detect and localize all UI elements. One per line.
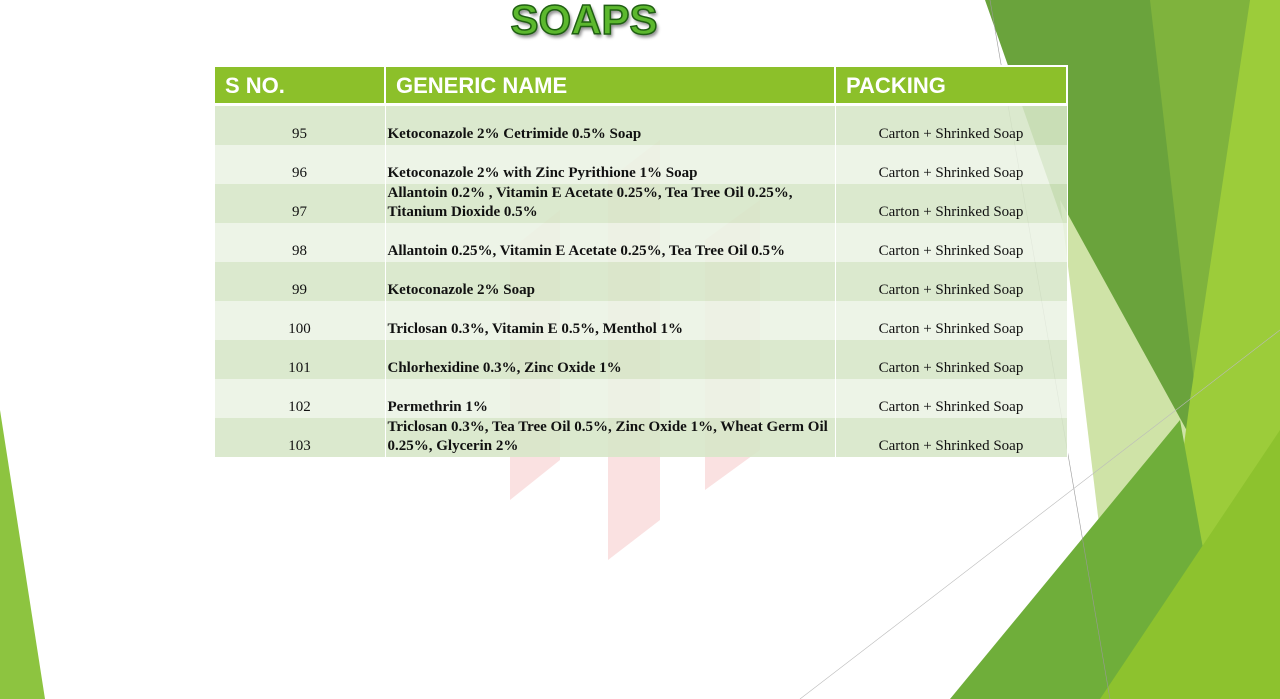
- generic-name: Ketoconazole 2% Soap: [384, 262, 836, 301]
- packing: Carton + Shrinked Soap: [834, 301, 1068, 340]
- packing: Carton + Shrinked Soap: [834, 145, 1068, 184]
- serial-number: 103: [213, 418, 386, 457]
- column-header: GENERIC NAME: [384, 65, 836, 106]
- serial-number: 95: [213, 104, 386, 145]
- table: S NO. GENERIC NAME PACKING 95 Ketoconazol…: [213, 65, 1068, 457]
- packing: Carton + Shrinked Soap: [834, 262, 1068, 301]
- serial-number: 101: [213, 340, 386, 379]
- line: [799, 329, 1280, 699]
- packing: Carton + Shrinked Soap: [834, 223, 1068, 262]
- shape: [0, 410, 45, 699]
- packing: Carton + Shrinked Soap: [834, 379, 1068, 418]
- table-row: 96 Ketoconazole 2% with Zinc Pyrithione 1…: [213, 145, 1068, 184]
- table-row: 103 Triclosan 0.3%, Tea Tree Oil 0.5%, Zi…: [213, 418, 1068, 457]
- table-row: 95 Ketoconazole 2% Cetrimide 0.5% Soap Car…: [213, 104, 1068, 145]
- generic-name: Chlorhexidine 0.3%, Zinc Oxide 1%: [384, 340, 836, 379]
- shape: [1150, 0, 1250, 520]
- table-row: 102 Permethrin 1% Carton + Shrinked Soap: [213, 379, 1068, 418]
- serial-number: 97: [213, 184, 386, 223]
- generic-name: Allantoin 0.25%, Vitamin E Acetate 0.25%…: [384, 223, 836, 262]
- table-row: 100 Triclosan 0.3%, Vitamin E 0.5%, Menth…: [213, 301, 1068, 340]
- column-header: S NO.: [213, 65, 386, 106]
- shape: [1100, 430, 1280, 699]
- packing: Carton + Shrinked Soap: [834, 104, 1068, 145]
- packing: Carton + Shrinked Soap: [834, 184, 1068, 223]
- table-body: 95 Ketoconazole 2% Cetrimide 0.5% Soap Car…: [213, 104, 1068, 457]
- generic-name: Ketoconazole 2% with Zinc Pyrithione 1% …: [384, 145, 836, 184]
- title: SOAPS: [510, 0, 659, 44]
- table-row: 98 Allantoin 0.25%, Vitamin E Acetate 0.2…: [213, 223, 1068, 262]
- serial-number: 102: [213, 379, 386, 418]
- serial-number: 98: [213, 223, 386, 262]
- table-row: 97 Allantoin 0.2% , Vitamin E Acetate 0.2…: [213, 184, 1068, 223]
- packing: Carton + Shrinked Soap: [834, 340, 1068, 379]
- generic-name: Allantoin 0.2% , Vitamin E Acetate 0.25%…: [384, 184, 836, 223]
- column-header: PACKING: [834, 65, 1068, 106]
- generic-name: Triclosan 0.3%, Tea Tree Oil 0.5%, Zinc …: [384, 418, 836, 457]
- generic-name: Permethrin 1%: [384, 379, 836, 418]
- generic-name: Triclosan 0.3%, Vitamin E 0.5%, Menthol …: [384, 301, 836, 340]
- packing: Carton + Shrinked Soap: [834, 418, 1068, 457]
- generic-name: Ketoconazole 2% Cetrimide 0.5% Soap: [384, 104, 836, 145]
- serial-number: 96: [213, 145, 386, 184]
- table-row: 99 Ketoconazole 2% Soap Carton + Shrinked …: [213, 262, 1068, 301]
- header-row: S NO. GENERIC NAME PACKING: [213, 65, 1068, 106]
- serial-number: 99: [213, 262, 386, 301]
- serial-number: 100: [213, 301, 386, 340]
- table-row: 101 Chlorhexidine 0.3%, Zinc Oxide 1% Cart…: [213, 340, 1068, 379]
